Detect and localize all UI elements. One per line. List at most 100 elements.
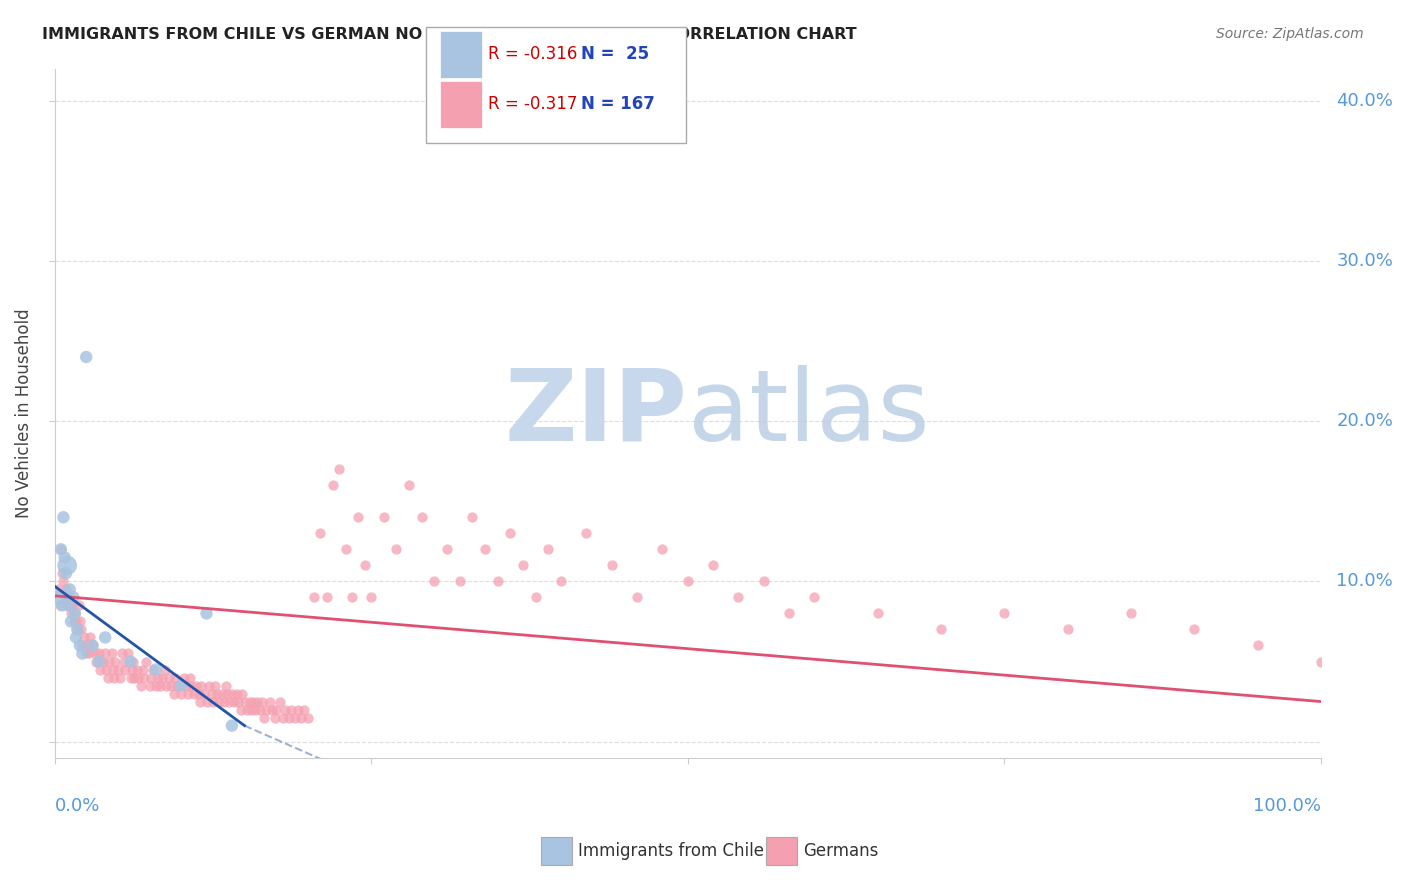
Point <box>125 663 148 677</box>
Point <box>550 574 572 589</box>
Point <box>411 510 433 524</box>
Point <box>187 687 209 701</box>
Point <box>179 671 201 685</box>
Point <box>66 623 89 637</box>
Text: R = -0.317: R = -0.317 <box>488 95 578 113</box>
Point <box>51 566 73 581</box>
Text: Immigrants from Chile: Immigrants from Chile <box>578 842 763 860</box>
Text: R = -0.316: R = -0.316 <box>488 45 578 62</box>
Point <box>150 671 173 685</box>
Point <box>94 647 117 661</box>
Point <box>195 607 218 621</box>
Text: 100.0%: 100.0% <box>1253 797 1322 814</box>
Point <box>173 671 195 685</box>
Point <box>70 623 93 637</box>
Point <box>145 679 167 693</box>
Point <box>148 671 170 685</box>
Point <box>58 599 80 613</box>
Point <box>264 703 287 717</box>
Point <box>127 671 149 685</box>
Point <box>59 599 82 613</box>
Point <box>212 695 235 709</box>
Point <box>929 623 952 637</box>
Point <box>122 655 145 669</box>
Point <box>398 478 420 492</box>
Point <box>290 710 312 724</box>
Point <box>82 639 104 653</box>
Text: 20.0%: 20.0% <box>1336 412 1393 430</box>
Point <box>243 703 266 717</box>
Point <box>62 591 84 605</box>
Point <box>183 687 205 701</box>
Point <box>76 639 98 653</box>
Text: Germans: Germans <box>803 842 879 860</box>
Point <box>651 542 673 557</box>
Point <box>328 462 350 476</box>
Point <box>486 574 509 589</box>
Point <box>249 703 271 717</box>
Point <box>72 639 94 653</box>
Text: 30.0%: 30.0% <box>1336 252 1393 270</box>
Point <box>135 655 157 669</box>
Point <box>335 542 357 557</box>
Point <box>269 695 291 709</box>
Point <box>87 655 110 669</box>
Point <box>65 631 87 645</box>
Point <box>277 710 299 724</box>
Point <box>778 607 800 621</box>
Y-axis label: No Vehicles in Household: No Vehicles in Household <box>15 309 32 518</box>
Point <box>866 607 889 621</box>
Point <box>73 631 96 645</box>
Text: Source: ZipAtlas.com: Source: ZipAtlas.com <box>1216 27 1364 41</box>
Point <box>86 655 108 669</box>
Point <box>69 615 91 629</box>
Point <box>626 591 648 605</box>
Point <box>103 671 125 685</box>
Point <box>373 510 395 524</box>
Point <box>104 655 127 669</box>
Point <box>97 671 120 685</box>
Point <box>110 671 132 685</box>
Point <box>163 671 186 685</box>
Point <box>226 695 249 709</box>
Point <box>117 647 139 661</box>
Point <box>89 663 111 677</box>
Point <box>98 655 121 669</box>
Point <box>292 703 315 717</box>
Point <box>121 663 143 677</box>
Point <box>1247 639 1270 653</box>
Point <box>63 607 86 621</box>
Point <box>120 671 142 685</box>
Point <box>134 671 156 685</box>
Point <box>297 710 319 724</box>
Point <box>423 574 446 589</box>
Point <box>242 695 264 709</box>
Point <box>96 663 118 677</box>
Point <box>52 574 75 589</box>
Point <box>101 663 124 677</box>
Point <box>474 542 496 557</box>
Point <box>287 703 309 717</box>
Point <box>166 679 188 693</box>
Point <box>224 695 246 709</box>
Point <box>1184 623 1206 637</box>
Point <box>124 671 146 685</box>
Point <box>208 695 231 709</box>
Point <box>512 558 534 573</box>
Point <box>94 631 117 645</box>
Point <box>75 647 97 661</box>
Point <box>75 350 97 364</box>
Point <box>302 591 325 605</box>
Point <box>67 599 90 613</box>
Point <box>231 687 253 701</box>
Point <box>157 671 180 685</box>
Point <box>239 695 262 709</box>
Point <box>499 526 522 541</box>
Point <box>87 647 110 661</box>
Point <box>198 679 221 693</box>
Point <box>676 574 699 589</box>
Point <box>66 623 89 637</box>
Point <box>461 510 484 524</box>
Point <box>59 607 82 621</box>
Point <box>77 647 100 661</box>
